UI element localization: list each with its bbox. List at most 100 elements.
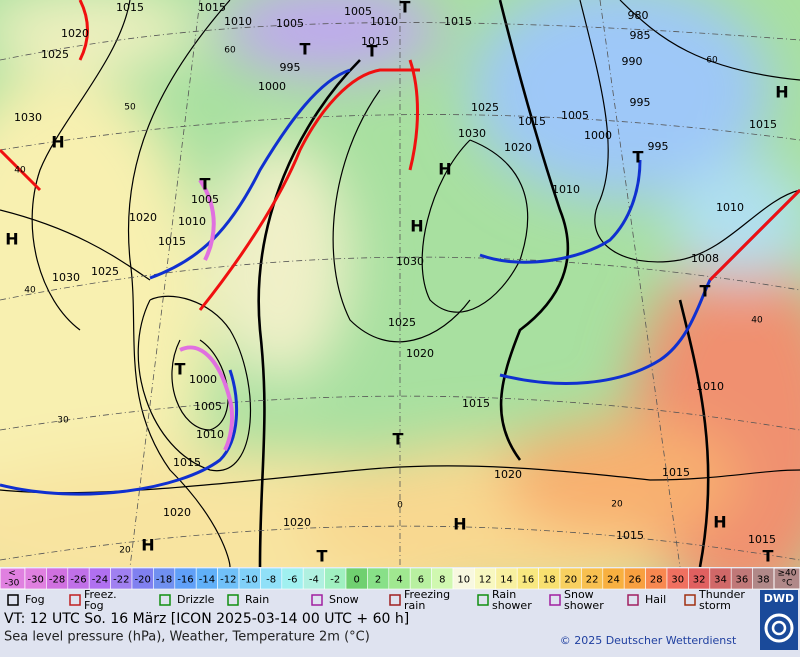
pressure-label: 1000: [189, 373, 217, 386]
legend-icon: [227, 594, 239, 606]
scale-label: 24: [607, 575, 620, 586]
pressure-center: T: [367, 42, 378, 61]
pressure-label: 1005: [194, 400, 222, 413]
scale-label: -8: [266, 575, 276, 586]
pressure-label: 1015: [749, 118, 777, 131]
pressure-label: 1015: [158, 235, 186, 248]
pressure-label: 1010: [552, 183, 580, 196]
legend-label: Drizzle: [177, 593, 215, 606]
legend-icon: [159, 594, 171, 606]
description: Sea level pressure (hPa), Weather, Tempe…: [4, 630, 370, 645]
grid-label: 0: [397, 501, 403, 511]
pressure-label: 1015: [518, 115, 546, 128]
pressure-label: 1015: [444, 15, 472, 28]
scale-label: -24: [92, 575, 108, 586]
pressure-center: H: [51, 133, 64, 152]
scale-label: 32: [693, 575, 706, 586]
pressure-center: H: [713, 513, 726, 532]
graticule: [0, 0, 800, 567]
scale-low-label: -30: [5, 579, 20, 589]
legend-icon: [69, 594, 81, 606]
scale-label: -12: [220, 575, 236, 586]
legend-label: Snow: [564, 588, 594, 601]
logo-swirl-inner: [771, 620, 787, 636]
weather-legend: Fog Freez.Fog Drizzle Rain Snow FreezingrainR…: [7, 588, 745, 612]
scale-label: 34: [714, 575, 727, 586]
pressure-label: 1020: [504, 141, 532, 154]
legend-label: Freezing: [404, 588, 450, 601]
scale-label: 38: [757, 575, 770, 586]
pressure-label: 1010: [716, 201, 744, 214]
pressure-label: 1015: [361, 35, 389, 48]
pressure-label: 1020: [163, 506, 191, 519]
color-scale: <-30 -30 -28 -26 -24 -22 -20 -18 -16 -14 -12 -10 -8-…: [0, 567, 800, 590]
pressure-label: 1005: [191, 193, 219, 206]
pressure-label: 995: [630, 96, 651, 109]
pressure-label: 1015: [616, 529, 644, 542]
pressure-label: 990: [622, 55, 643, 68]
grid-label: 60: [224, 46, 236, 56]
scale-label: 14: [500, 575, 513, 586]
scale-label: -28: [49, 575, 65, 586]
valid-time: VT: 12 UTC So. 16 März [ICON 2025-03-14 …: [4, 611, 409, 627]
scale-label: 4: [396, 575, 402, 586]
scale-label: 20: [564, 575, 577, 586]
pressure-center: H: [410, 217, 423, 236]
grid-label: 40: [14, 166, 26, 176]
scale-label: -10: [242, 575, 258, 586]
pressure-label: 1015: [462, 397, 490, 410]
grid-label: 40: [751, 316, 763, 326]
legend-icon: [549, 594, 561, 606]
legend-label: rain: [404, 599, 425, 612]
pressure-label: 1030: [396, 255, 424, 268]
legend-icon: [389, 594, 401, 606]
grid-label: 20: [611, 500, 623, 510]
scale-label: 18: [543, 575, 556, 586]
pressure-center: H: [141, 536, 154, 555]
pressure-center: T: [300, 40, 311, 59]
legend-label: shower: [492, 599, 532, 612]
pressure-center: H: [775, 83, 788, 102]
scale-label: -18: [156, 575, 172, 586]
pressure-center: T: [200, 175, 211, 194]
scale-label: 30: [671, 575, 684, 586]
pressure-label: 1010: [370, 15, 398, 28]
pressure-label: 1020: [494, 468, 522, 481]
legend-icon: [7, 594, 19, 606]
pressure-label: 1030: [52, 271, 80, 284]
scale-label: 10: [457, 575, 470, 586]
scale-label: -20: [135, 575, 151, 586]
scale-label: -6: [288, 575, 298, 586]
logo-text: DWD: [764, 592, 794, 605]
pressure-label: 1030: [458, 127, 486, 140]
map: [0, 0, 800, 567]
pressure-label: 980: [628, 9, 649, 22]
pressure-label: 1025: [388, 316, 416, 329]
pressure-center: T: [317, 547, 328, 566]
scale-label: 8: [439, 575, 445, 586]
scale-label: 2: [375, 575, 381, 586]
grid-label: 40: [24, 286, 36, 296]
legend-label: Snow: [329, 593, 359, 606]
scale-high-label: ≥40: [778, 569, 797, 579]
pressure-label: 985: [630, 29, 651, 42]
pressure-label: 1015: [116, 1, 144, 14]
logo-swirl: [764, 613, 794, 643]
pressure-label: 1025: [91, 265, 119, 278]
pressure-label: 1010: [178, 215, 206, 228]
scale-label: -2: [330, 575, 340, 586]
scale-label: 22: [586, 575, 599, 586]
pressure-label: 1025: [471, 101, 499, 114]
scale-label: -16: [177, 575, 193, 586]
grid-label: 50: [124, 103, 136, 113]
legend-label: Fog: [25, 593, 45, 606]
pressure-label: 1015: [662, 466, 690, 479]
pressure-label: 1015: [173, 456, 201, 469]
pressure-center: T: [175, 360, 186, 379]
pressure-center: T: [700, 282, 711, 301]
grid-label: 20: [119, 546, 131, 556]
scale-high: [773, 567, 800, 590]
scale-label: 28: [650, 575, 663, 586]
pressure-label: 1020: [406, 347, 434, 360]
